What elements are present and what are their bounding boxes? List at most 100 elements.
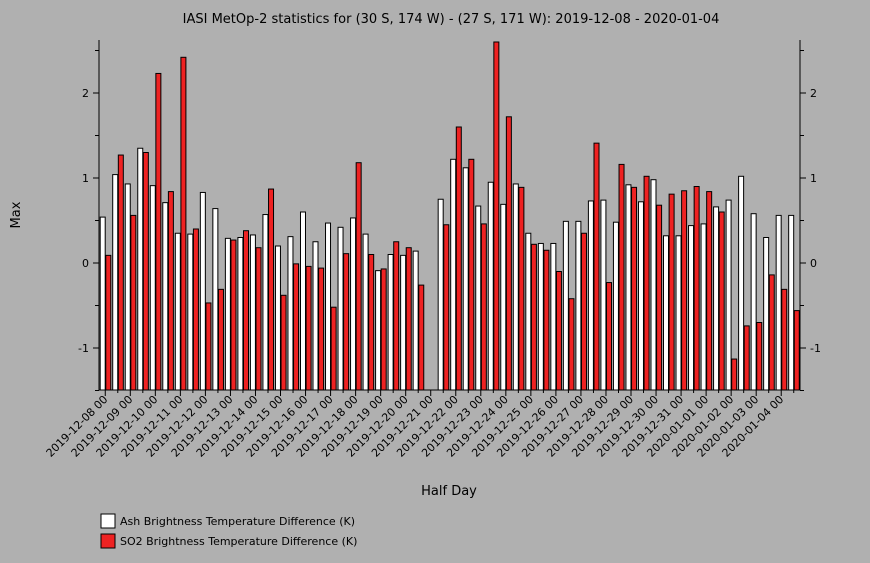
bar-ash-2 [124,183,131,391]
bar-ash-40 [600,199,607,391]
bar-so2-18 [330,306,337,391]
bar-so2-8 [205,302,212,391]
bar-ash-33 [512,183,519,391]
bar-ash-29 [462,167,469,391]
bar-ash-43 [637,201,644,391]
bar-so2-41 [618,163,625,391]
bar-ash-6 [174,232,181,391]
bar-so2-14 [280,294,287,391]
bar-so2-43 [643,175,650,391]
bar-so2-51 [743,325,750,391]
y-axis-label: Max [9,201,24,228]
bar-ash-16 [299,211,306,391]
bar-so2-13 [268,188,275,391]
bar-so2-35 [543,249,550,391]
bar-ash-8 [199,191,206,391]
bar-ash-31 [487,181,494,391]
bar-so2-15 [293,263,300,391]
bar-ash-17 [312,241,319,391]
bar-so2-45 [668,193,675,391]
bar-so2-53 [768,274,775,391]
bar-ash-22 [375,270,382,391]
bar-ash-44 [650,179,657,391]
bar-ash-42 [625,184,632,391]
bar-so2-48 [706,191,713,391]
bar-ash-24 [400,254,407,391]
legend-label-so2: SO2 Brightness Temperature Difference (K… [120,535,357,548]
bar-ash-5 [162,202,169,391]
bar-so2-0 [105,254,112,391]
bar-so2-7 [192,228,199,391]
bar-ash-20 [350,217,357,391]
bar-so2-37 [568,298,575,391]
bar-ash-51 [738,175,745,391]
bar-so2-40 [606,282,613,391]
bar-so2-3 [142,152,149,391]
bar-ash-32 [500,203,507,391]
legend-label-ash: Ash Brightness Temperature Difference (K… [120,515,355,528]
legend-swatch-so2 [100,533,116,549]
bar-ash-34 [525,232,532,391]
bar-so2-19 [343,253,350,391]
bar-ash-35 [537,242,544,391]
bar-so2-12 [255,247,262,391]
bar-so2-34 [530,243,537,391]
x-axis-label: Half Day [421,484,477,499]
bar-so2-5 [167,191,174,391]
bar-so2-21 [368,254,375,391]
bar-so2-46 [681,190,688,391]
y-tick-label-left: 1 [82,172,89,185]
y-tick-label-left: -1 [78,342,89,355]
bar-so2-29 [468,158,475,391]
bar-so2-47 [693,186,700,391]
bar-so2-49 [718,211,725,391]
bar-ash-41 [612,221,619,391]
bar-ash-1 [112,174,119,391]
bar-so2-28 [455,126,462,391]
bar-ash-47 [688,225,695,391]
bar-ash-27 [437,198,444,391]
legend: Ash Brightness Temperature Difference (K… [100,513,357,549]
bar-so2-10 [230,239,237,391]
bar-ash-52 [750,213,757,391]
bar-so2-36 [555,271,562,391]
bar-ash-18 [325,222,332,391]
bar-so2-11 [243,230,249,391]
y-tick-label-right: 1 [810,172,817,185]
bar-so2-16 [305,265,312,391]
bar-so2-24 [405,247,412,391]
bar-ash-14 [274,245,281,391]
legend-swatch-ash [100,513,116,529]
bar-ash-49 [713,206,720,391]
bar-so2-17 [318,267,325,391]
bar-so2-55 [793,310,800,391]
bar-so2-33 [518,186,525,391]
bar-so2-20 [355,162,362,391]
bar-ash-0 [99,216,106,391]
bar-so2-1 [117,154,124,391]
y-tick-labels-left: 2 1 0 -1 [78,87,89,355]
bar-ash-30 [475,205,482,391]
bar-so2-54 [781,288,788,391]
bar-so2-42 [631,186,638,391]
y-tick-label-right: -1 [810,342,821,355]
bar-ash-39 [587,200,594,391]
bar-ash-9 [212,208,219,391]
bar-ash-7 [187,233,194,391]
bar-ash-11 [237,237,244,391]
bar-so2-22 [380,268,387,391]
bar-so2-39 [593,142,600,391]
bar-ash-13 [262,214,269,391]
bar-ash-45 [663,235,669,391]
bar-ash-12 [249,234,256,391]
bar-ash-54 [775,214,782,391]
y-tick-label-right: 2 [810,87,817,100]
bar-ash-3 [137,147,144,391]
y-tick-label-left: 0 [82,257,89,270]
bar-ash-25 [412,250,419,391]
bar-ash-19 [337,226,344,391]
bar-so2-9 [217,288,224,391]
y-tick-label-right: 0 [810,257,817,270]
